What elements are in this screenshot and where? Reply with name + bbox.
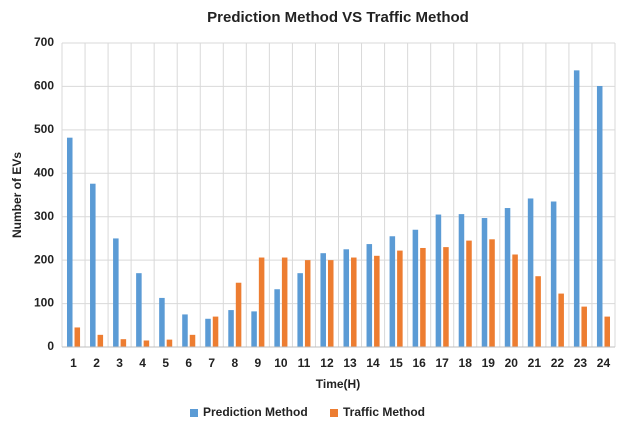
bar [66,137,73,347]
x-tick-label: 23 [574,356,588,370]
bar [327,260,334,347]
x-tick-label: 3 [116,356,123,370]
x-tick-label: 21 [528,356,542,370]
bar [581,306,587,347]
x-tick-label: 22 [551,356,565,370]
bar [182,314,188,347]
bar [512,254,518,347]
bar [558,293,564,347]
bar [304,260,311,347]
x-tick-label: 7 [208,356,215,370]
bar [458,214,465,347]
x-tick-label: 16 [412,356,426,370]
bar [251,311,257,347]
bar [74,327,81,347]
x-tick-label: 20 [505,356,519,370]
y-tick-label: 400 [34,165,54,179]
bar [228,310,234,347]
x-tick-label: 12 [320,356,334,370]
bar [420,247,426,347]
x-tick-label: 5 [162,356,169,370]
x-axis-label: Time(H) [316,377,360,391]
bar [205,318,211,347]
bar [374,255,380,347]
bar [281,257,288,347]
x-tick-label: 14 [366,356,380,370]
bar [258,257,265,347]
y-tick-label: 500 [34,122,54,136]
x-tick-label: 11 [298,356,311,370]
bar [166,339,173,347]
bar [573,70,580,348]
bar [113,238,119,347]
x-tick-label: 4 [139,356,146,370]
legend-label: Traffic Method [343,405,425,419]
bar [97,334,104,347]
bar [136,273,142,347]
bar [550,201,557,347]
x-tick-label: 18 [459,356,473,370]
bar [366,244,373,347]
x-tick-label: 9 [255,356,262,370]
legend-swatch [330,409,338,417]
x-tick-label: 8 [231,356,238,370]
bar [212,316,219,347]
y-tick-label: 200 [34,252,54,266]
bar [159,297,165,347]
bar [535,276,541,347]
x-tick-label: 10 [274,356,288,370]
bar [596,85,603,347]
legend-swatch [190,409,198,417]
legend-label: Prediction Method [203,405,308,419]
x-tick-label: 19 [482,356,496,370]
bar [189,334,196,347]
chart-title: Prediction Method VS Traffic Method [207,9,469,26]
bar [297,273,303,347]
bar [90,183,96,347]
bar [235,282,242,347]
bar [274,289,280,347]
bar [143,340,150,347]
x-tick-label: 24 [597,356,611,370]
y-axis-label: Number of EVs [10,152,24,238]
bar [397,250,403,347]
y-tick-label: 100 [34,296,54,310]
bar [351,257,357,347]
bar [489,239,495,347]
y-tick-label: 600 [34,79,54,93]
y-tick-label: 700 [34,35,54,49]
bar [466,240,472,347]
x-tick-label: 2 [93,356,100,370]
bar [527,198,534,347]
x-tick-label: 1 [70,356,77,370]
bar [443,247,449,347]
bar [320,253,326,347]
y-tick-label: 0 [47,339,54,353]
bar [481,218,488,347]
bar [343,249,350,347]
bar [120,339,127,347]
bar [604,316,611,347]
x-tick-label: 6 [185,356,192,370]
x-tick-label: 13 [343,356,357,370]
bar [504,208,511,347]
x-tick-label: 15 [389,356,403,370]
bar [389,236,396,347]
y-tick-label: 300 [34,209,54,223]
x-tick-label: 17 [436,356,450,370]
bar [412,229,419,347]
bar [435,214,442,347]
